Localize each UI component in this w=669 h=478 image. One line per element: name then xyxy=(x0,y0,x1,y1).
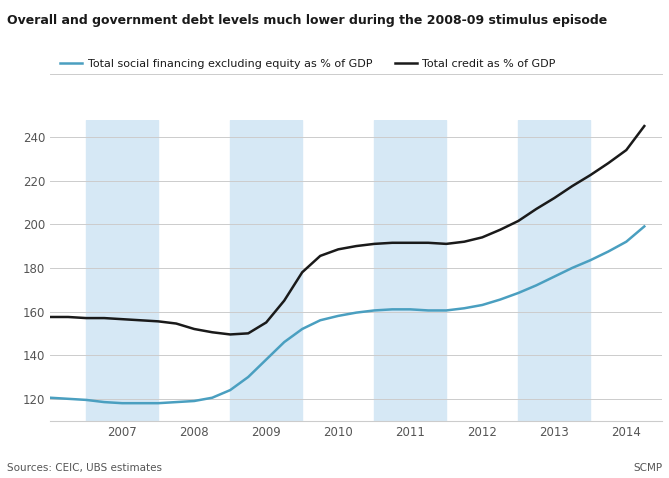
Bar xyxy=(518,120,590,421)
Bar xyxy=(230,120,302,421)
Bar xyxy=(86,120,158,421)
Text: SCMP: SCMP xyxy=(633,463,662,473)
Text: Sources: CEIC, UBS estimates: Sources: CEIC, UBS estimates xyxy=(7,463,162,473)
Bar xyxy=(374,120,446,421)
Legend: Total social financing excluding equity as % of GDP, Total credit as % of GDP: Total social financing excluding equity … xyxy=(56,54,560,73)
Text: Overall and government debt levels much lower during the 2008-09 stimulus episod: Overall and government debt levels much … xyxy=(7,14,607,27)
